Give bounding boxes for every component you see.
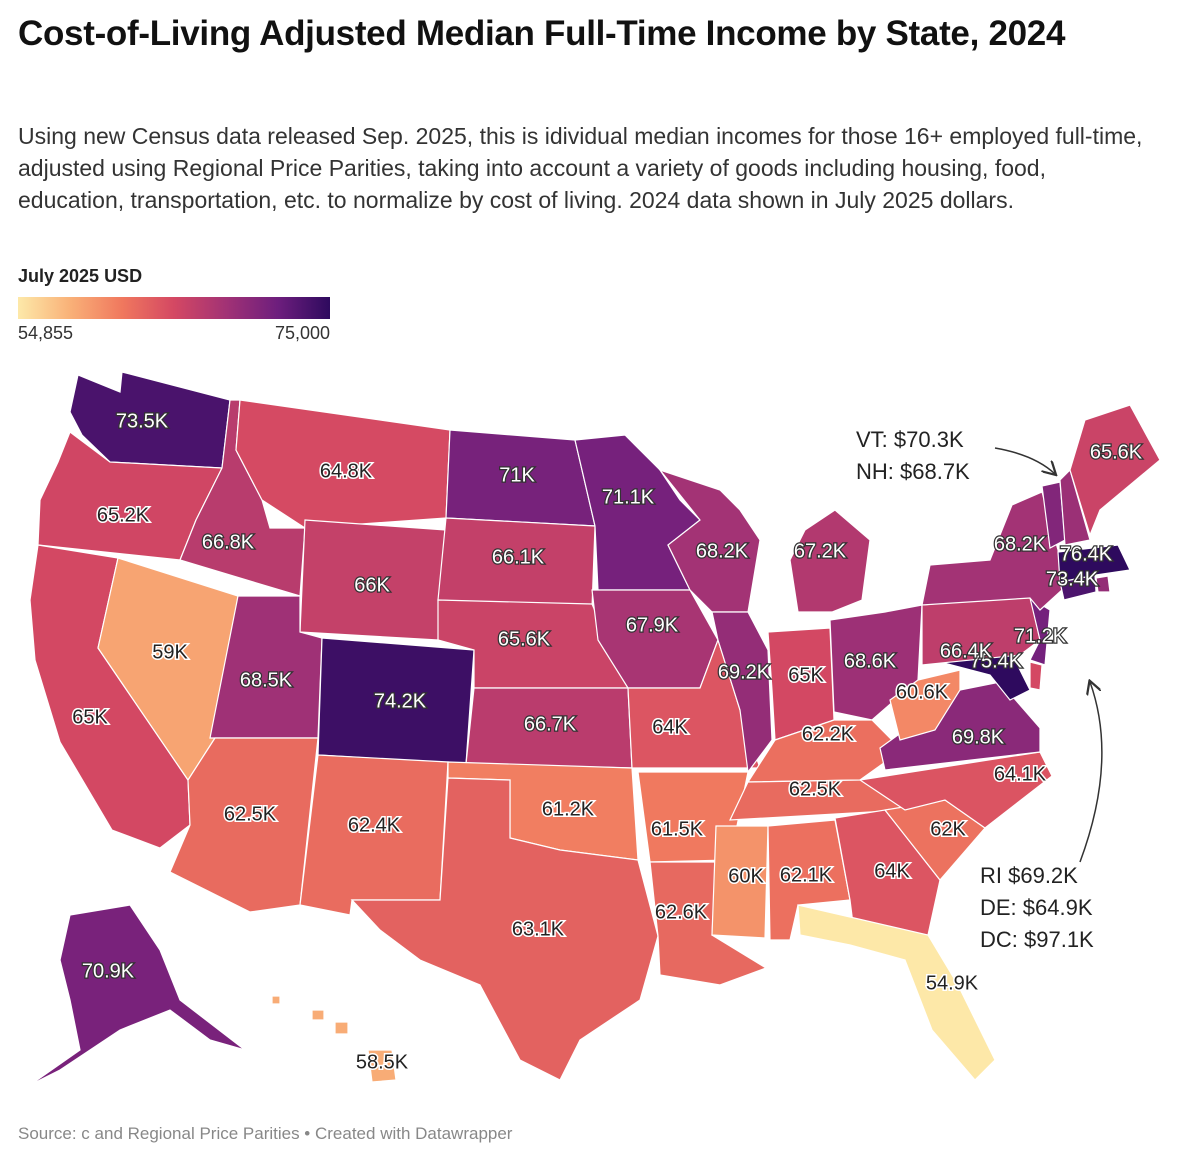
dc-annotation: DC: $97.1K: [980, 927, 1094, 952]
state-nj[interactable]: [1029, 596, 1051, 666]
state-label-tn: 62.5K: [789, 778, 842, 800]
state-ri[interactable]: [1095, 575, 1111, 593]
state-label-la: 62.6K: [655, 901, 708, 923]
state-label-id: 66.8K: [202, 531, 255, 553]
us-state-map: 73.5K 65.2K 65K 59K 66.8K 64.8K 66K 68.5K 62.5K 7…: [29, 371, 1161, 1086]
state-label-me: 65.6K: [1090, 441, 1143, 463]
nh-annotation: NH: $68.7K: [856, 459, 970, 484]
state-wv[interactable]: [889, 669, 961, 741]
state-label-ia: 67.9K: [626, 614, 679, 636]
de-annotation: DE: $64.9K: [980, 895, 1093, 920]
state-label-va: 69.8K: [952, 726, 1005, 748]
state-label-wv: 60.6K: [896, 681, 949, 703]
state-label-mi: 67.2K: [794, 540, 847, 562]
state-label-fl: 54.9K: [926, 972, 979, 994]
map-title: Cost-of-Living Adjusted Median Full-Time…: [18, 14, 1066, 53]
state-label-mn: 71.1K: [602, 486, 655, 508]
states-layer: [29, 371, 1161, 1086]
state-label-md: 75.4K: [970, 650, 1023, 672]
state-az[interactable]: [169, 737, 319, 913]
state-label-ny: 68.2K: [994, 533, 1047, 555]
state-mi[interactable]: [789, 509, 871, 613]
ri-annotation: RI $69.2K: [980, 863, 1078, 888]
state-label-ok: 61.2K: [542, 798, 595, 820]
state-label-az: 62.5K: [224, 803, 277, 825]
state-label-or: 65.2K: [97, 504, 150, 526]
state-label-ar: 61.5K: [651, 818, 704, 840]
state-label-sc: 62K: [930, 818, 966, 840]
state-il[interactable]: [711, 611, 773, 774]
state-label-ak: 70.9K: [82, 960, 135, 982]
ri-de-dc-annotation: RI $69.2K DE: $64.9K DC: $97.1K: [980, 860, 1094, 956]
state-label-co: 74.2K: [374, 690, 427, 712]
state-label-wy: 66K: [354, 574, 390, 596]
map-subtitle: Using new Census data released Sep. 2025…: [18, 123, 1143, 213]
state-label-al: 62.1K: [780, 864, 833, 886]
state-label-ks: 66.7K: [524, 713, 577, 735]
state-label-sd: 66.1K: [492, 546, 545, 568]
legend-gradient-bar: [18, 297, 330, 319]
state-label-nm: 62.4K: [348, 814, 401, 836]
vt-annotation: VT: $70.3K: [856, 427, 964, 452]
state-nh[interactable]: [1059, 468, 1091, 546]
state-ma[interactable]: [1057, 544, 1131, 583]
state-ak[interactable]: [29, 904, 246, 1086]
legend-min-label: 54,855: [18, 323, 74, 343]
state-label-mo: 64K: [652, 716, 688, 738]
labels-layer: 73.5K 65.2K 65K 59K 66.8K 64.8K 66K 68.5K 62.5K 7…: [71, 409, 1144, 1075]
vt-nh-arrow: [994, 447, 1055, 474]
state-label-ct: 73.4K: [1046, 568, 1099, 590]
state-label-nd: 71K: [499, 464, 535, 486]
state-label-ky: 62.2K: [802, 723, 855, 745]
state-label-ga: 64K: [874, 860, 910, 882]
state-de[interactable]: [1029, 661, 1043, 691]
state-label-ms: 60K: [728, 865, 764, 887]
state-label-nc: 64.1K: [994, 763, 1047, 785]
state-hi[interactable]: [271, 995, 397, 1083]
state-label-mt: 64.8K: [320, 460, 373, 482]
state-label-pa: 66.4K: [940, 640, 993, 662]
state-label-nv: 59K: [152, 641, 188, 663]
state-label-hi: 58.5K: [356, 1051, 409, 1073]
state-label-ca: 65K: [72, 706, 108, 728]
vt-nh-annotation: VT: $70.3K NH: $68.7K: [856, 424, 970, 488]
legend-max-label: 75,000: [274, 323, 330, 343]
state-label-il: 69.2K: [718, 661, 771, 683]
state-fl[interactable]: [797, 904, 996, 1081]
state-label-wa: 73.5K: [116, 410, 169, 432]
color-legend: July 2025 USD 54,855 75,000: [18, 266, 338, 347]
state-label-ne: 65.6K: [498, 628, 551, 650]
state-label-ut: 68.5K: [240, 669, 293, 691]
ri-de-dc-arrow: [1079, 682, 1103, 863]
state-label-oh: 68.6K: [844, 650, 897, 672]
state-me[interactable]: [1069, 404, 1161, 537]
state-label-tx: 63.1K: [512, 918, 565, 940]
state-label-ma: 76.4K: [1060, 543, 1113, 565]
legend-ticks: 54,855 75,000: [18, 323, 330, 347]
state-tx[interactable]: [350, 777, 659, 1081]
state-label-nj: 71.2K: [1014, 625, 1067, 647]
source-footer: Source: c and Regional Price Parities • …: [18, 1124, 513, 1143]
state-label-in: 65K: [788, 664, 824, 686]
state-ms[interactable]: [711, 825, 769, 939]
state-label-wi: 68.2K: [696, 540, 749, 562]
legend-title: July 2025 USD: [18, 266, 143, 286]
